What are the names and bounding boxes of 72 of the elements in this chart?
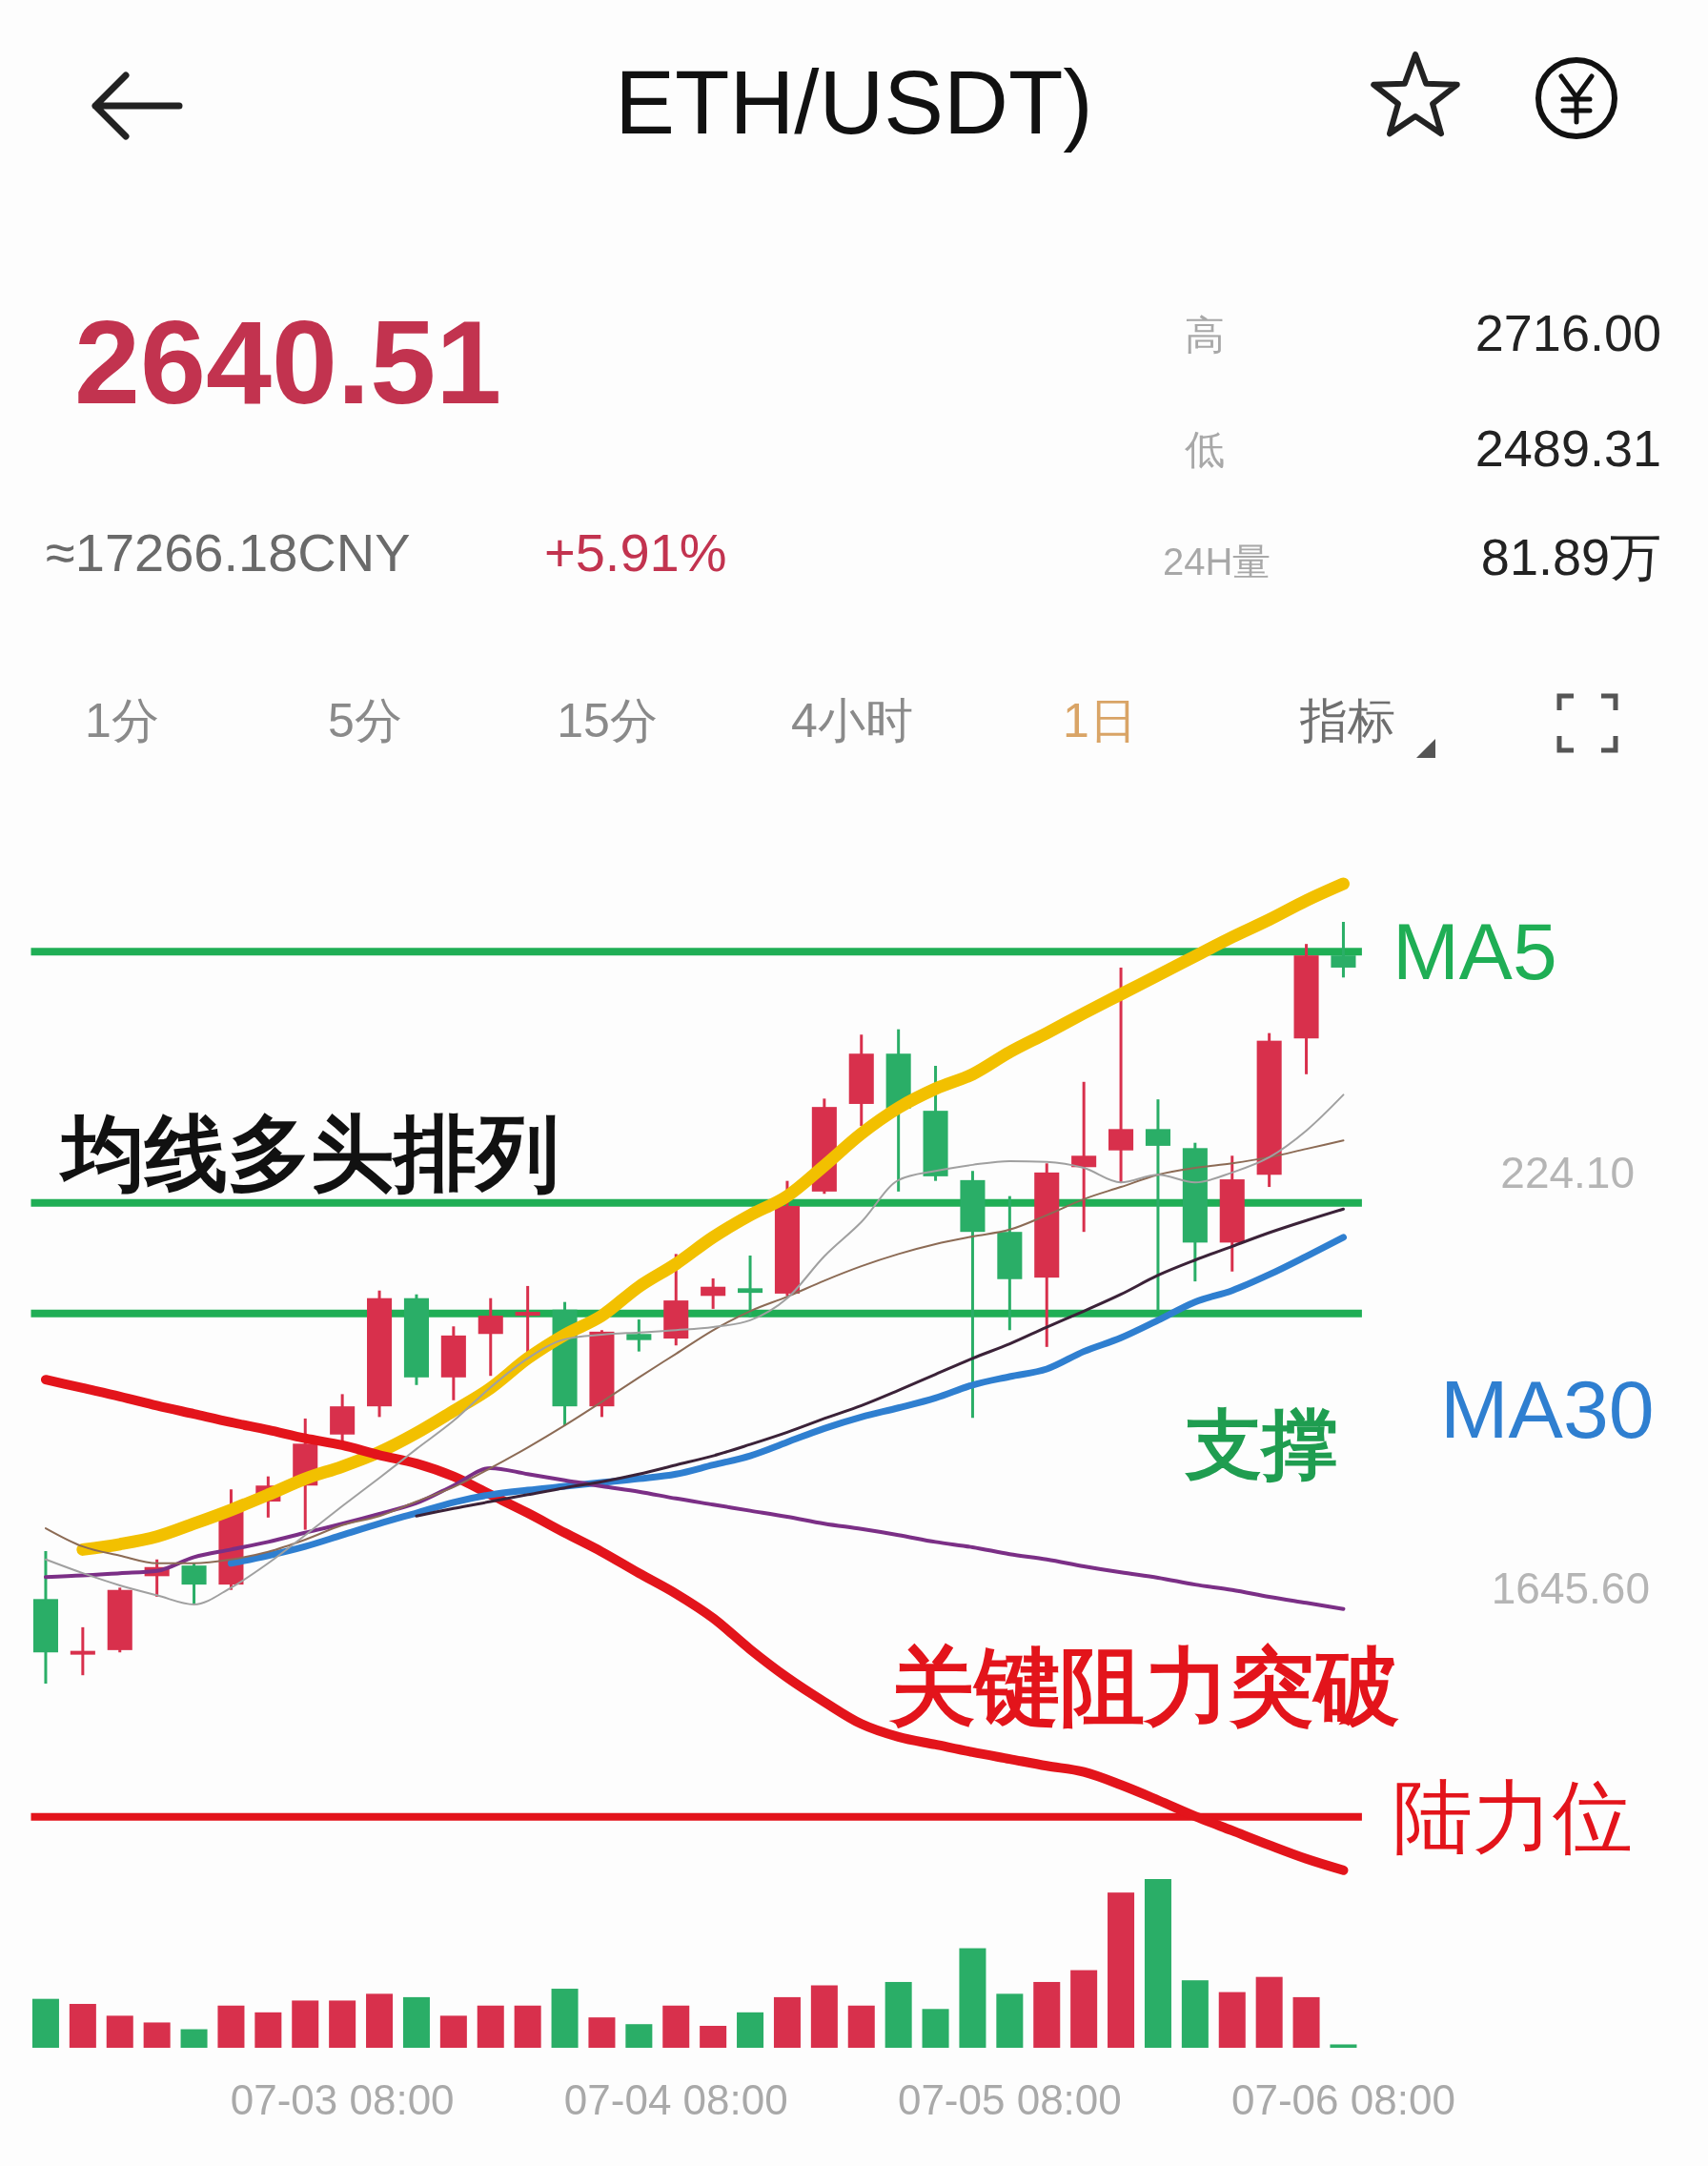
bar: [625, 2024, 653, 2048]
ref-line-label: 陆力位: [1392, 1771, 1633, 1862]
bar: [847, 2005, 875, 2048]
bar: [922, 2009, 949, 2048]
text: 15分: [557, 694, 658, 747]
bar: [106, 2015, 133, 2048]
text: 2716.00: [1474, 304, 1661, 361]
bar: [959, 1948, 986, 2048]
bar: [402, 1996, 430, 2048]
bar: [1218, 1992, 1246, 2048]
bar: [143, 2022, 171, 2048]
bar: [366, 1993, 394, 2048]
candlestick: [1145, 1099, 1170, 1312]
text: 1日: [1063, 694, 1137, 747]
text: 指标: [1299, 694, 1395, 747]
annotation: 关键阻力突破: [888, 1639, 1399, 1734]
x-tick-label: 07-05 08:00: [897, 2076, 1122, 2123]
text: 4小时: [791, 694, 913, 747]
text: ETH/USDT): [615, 52, 1093, 153]
bar: [662, 2005, 690, 2048]
annotation: 均线多头排列: [58, 1107, 559, 1199]
candlestick: [515, 1284, 540, 1354]
bar: [329, 2000, 356, 2048]
candlestick: [738, 1254, 763, 1318]
bar: [884, 1981, 912, 2048]
bar: [217, 2005, 245, 2048]
series-label: MA30: [1439, 1362, 1655, 1455]
ref-line-label: MA5: [1392, 907, 1557, 997]
bar: [737, 2012, 764, 2048]
text: ≈17266.18CNY: [46, 522, 411, 582]
bar: [31, 1998, 59, 2048]
text: 高: [1185, 313, 1225, 358]
candlestick: [626, 1319, 652, 1352]
bar: [1033, 1981, 1061, 2048]
annotation: 支撑: [1185, 1402, 1338, 1487]
bar: [1144, 1879, 1171, 2048]
bar: [773, 1996, 801, 2048]
bar: [588, 2017, 616, 2048]
x-tick-label: 07-04 08:00: [563, 2076, 788, 2123]
bar: [1181, 1980, 1209, 2048]
text: 2489.31: [1474, 419, 1661, 477]
bar: [180, 2029, 208, 2048]
text: 224.10: [1500, 1148, 1635, 1197]
bar: [1070, 1970, 1098, 2048]
bar: [551, 1989, 579, 2048]
candlestick: [701, 1277, 726, 1309]
bar: [700, 2025, 727, 2048]
bar: [1330, 2044, 1357, 2048]
bar: [996, 1993, 1024, 2048]
bar: [1255, 1976, 1283, 2048]
text: 1分: [85, 694, 159, 747]
text: 81.89万: [1480, 528, 1661, 585]
bar: [477, 2005, 504, 2048]
bar: [69, 2003, 96, 2048]
candlestick: [70, 1625, 95, 1677]
x-tick-label: 07-03 08:00: [230, 2076, 455, 2123]
text: 5分: [328, 694, 402, 747]
text: 2640.51: [74, 296, 502, 428]
bar: [514, 2005, 541, 2048]
text: 24H量: [1163, 541, 1271, 582]
text: +5.91%: [544, 522, 727, 582]
x-tick-label: 07-06 08:00: [1231, 2076, 1455, 2123]
candlestick: [1071, 1080, 1097, 1234]
bar: [1108, 1892, 1135, 2048]
text: 低: [1185, 427, 1225, 472]
bar: [439, 2015, 467, 2048]
bar: [254, 2012, 282, 2048]
bar: [810, 1985, 838, 2048]
text: 1645.60: [1491, 1563, 1650, 1613]
candlestick: [1331, 922, 1356, 978]
bar: [292, 2000, 319, 2048]
bar: [1292, 1996, 1320, 2048]
